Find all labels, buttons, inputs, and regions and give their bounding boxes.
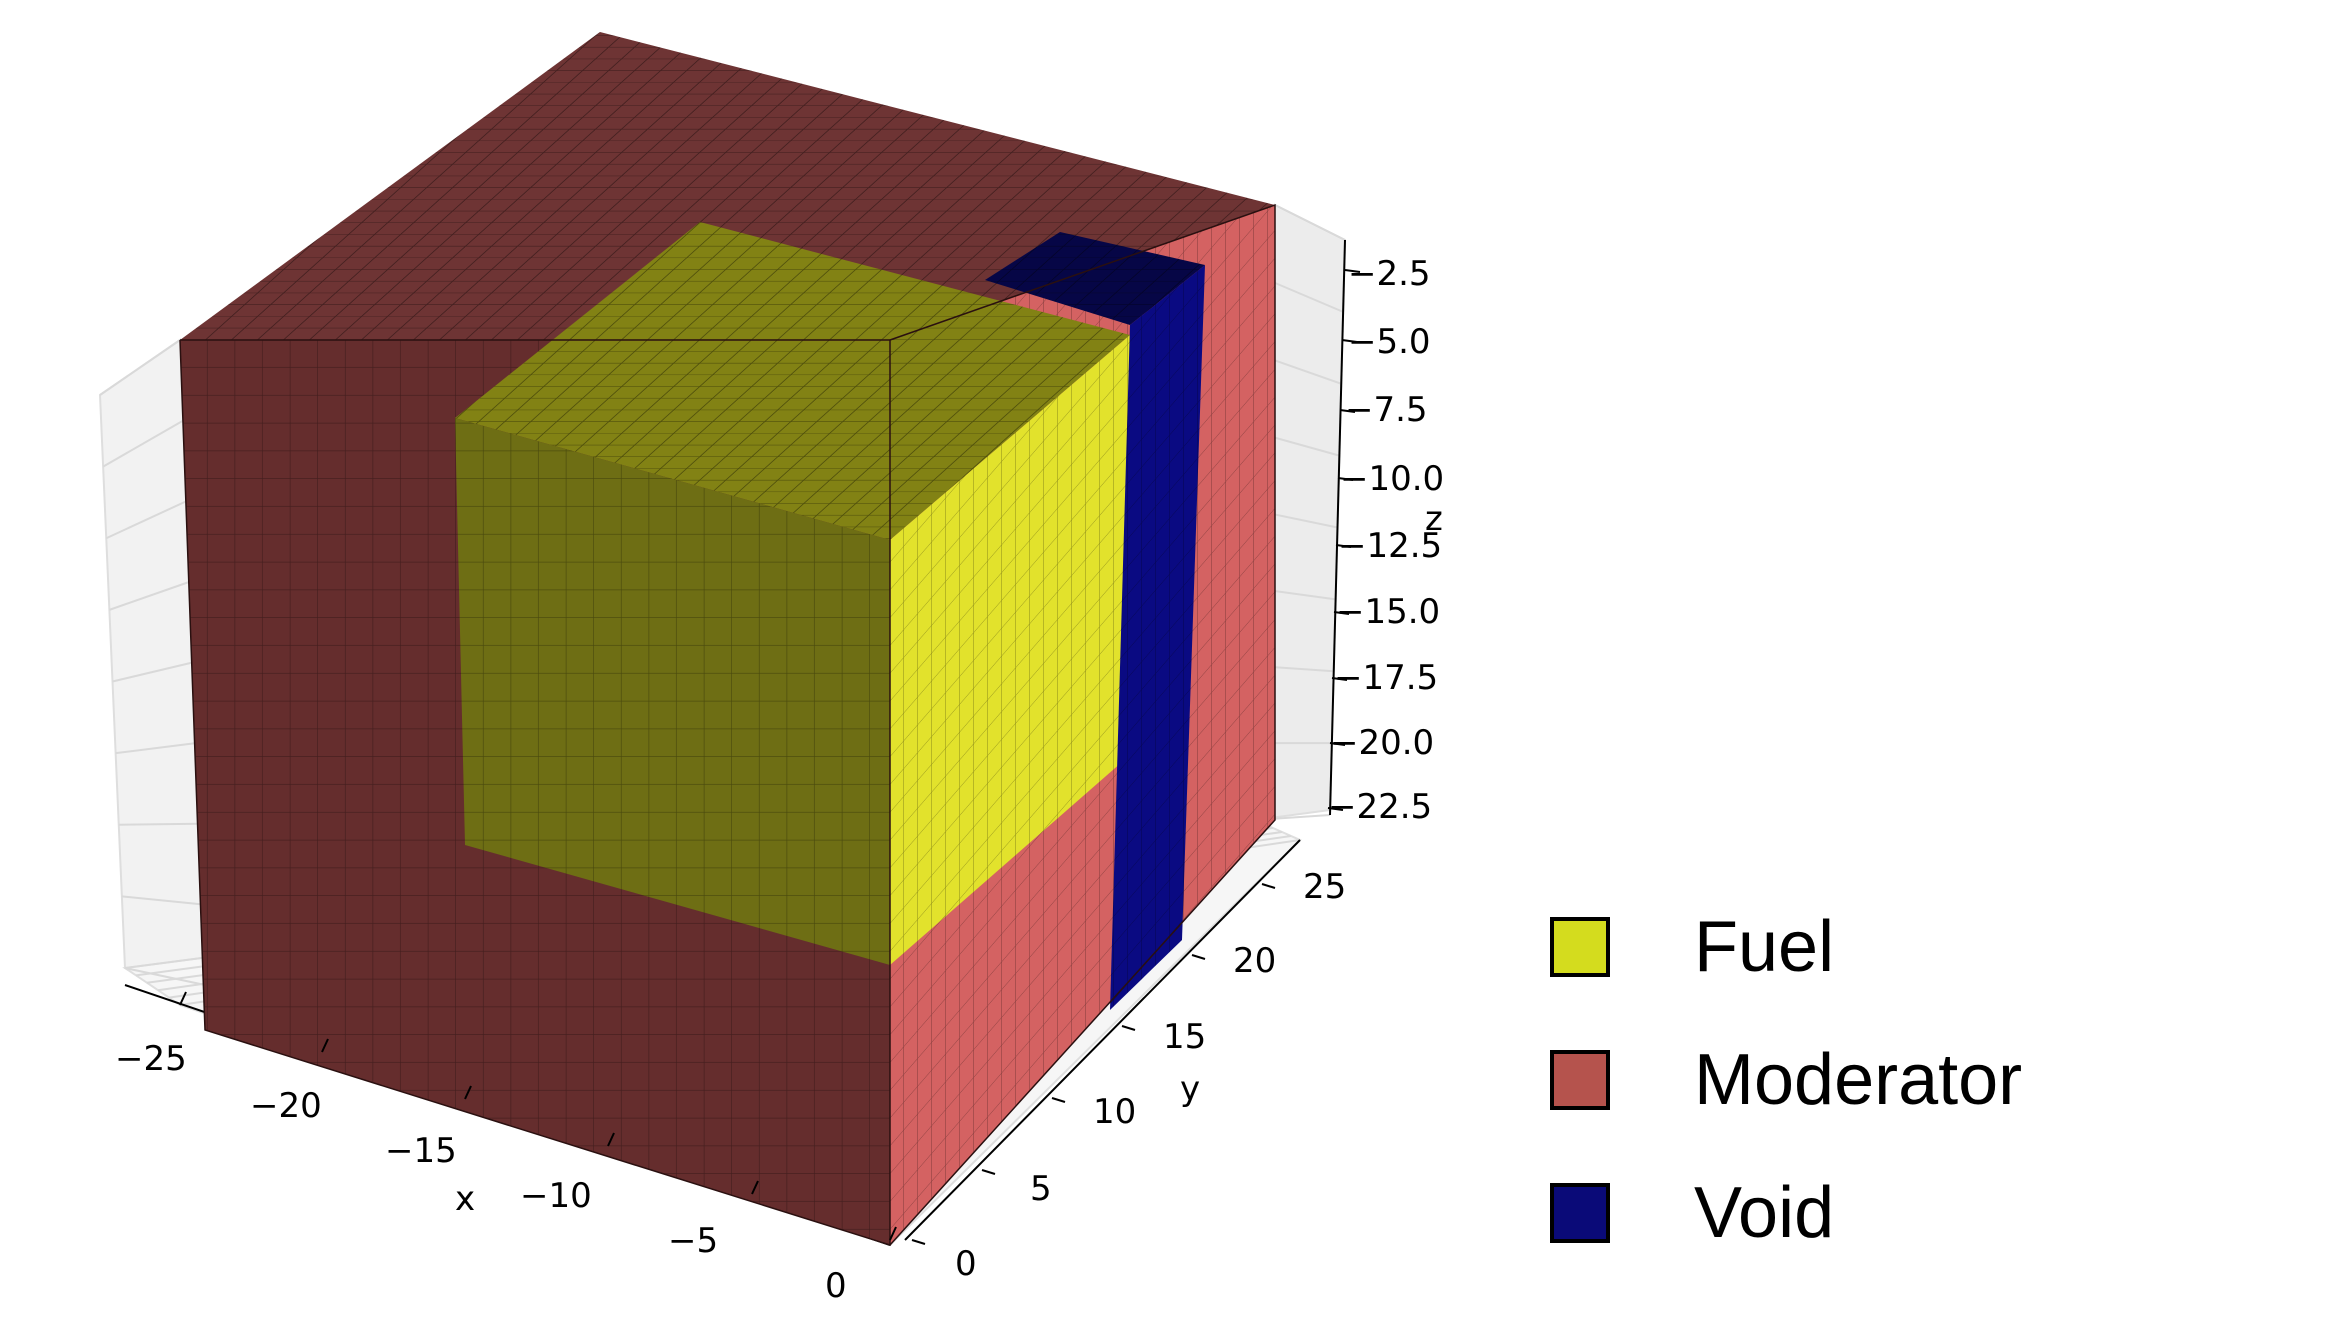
legend-item-fuel: Fuel bbox=[1550, 880, 2022, 1013]
grid-line bbox=[1272, 280, 1344, 313]
moderator-top-grid bbox=[180, 32, 1275, 340]
x-tick-label: −15 bbox=[385, 1131, 457, 1171]
legend: Fuel Moderator Void bbox=[1550, 880, 2022, 1279]
tick-marks bbox=[179, 269, 1361, 1245]
legend-label: Fuel bbox=[1694, 906, 1835, 987]
x-tick-label: 0 bbox=[825, 1266, 847, 1306]
legend-swatch-fuel bbox=[1550, 916, 1610, 977]
y-axis-label: y bbox=[1180, 1069, 1200, 1109]
grid-line bbox=[121, 895, 202, 906]
z-tick-labels: −2.5 −5.0 −7.5 −10.0 −12.5 −15.0 −17.5 −… bbox=[1328, 254, 1444, 827]
x-tick-labels: −25 −20 −15 −10 −5 0 bbox=[115, 1039, 847, 1306]
x-tick-label: −20 bbox=[250, 1086, 322, 1126]
grid-line bbox=[115, 742, 196, 755]
fuel-front-grid bbox=[455, 418, 890, 965]
grid-line bbox=[105, 500, 187, 540]
grid-line bbox=[112, 661, 193, 683]
x-tick-label: −25 bbox=[115, 1039, 187, 1079]
x-tick-label: −5 bbox=[668, 1221, 718, 1261]
grid-line bbox=[1264, 511, 1338, 529]
fuel-block bbox=[455, 222, 1130, 965]
fuel-top-grid bbox=[455, 222, 1130, 540]
x-axis-label: x bbox=[455, 1179, 475, 1219]
legend-item-moderator: Moderator bbox=[1550, 1013, 2022, 1146]
fuel-side-grid bbox=[890, 335, 1130, 965]
x-tick-label: −10 bbox=[520, 1176, 592, 1216]
grid-line bbox=[109, 580, 190, 611]
y-tick-labels: 0 5 10 15 20 25 bbox=[955, 867, 1346, 1284]
z-tick-label: −7.5 bbox=[1345, 390, 1428, 430]
grid-line bbox=[118, 822, 199, 826]
z-tick-label: −12.5 bbox=[1338, 526, 1442, 566]
y-tick-label: 15 bbox=[1163, 1017, 1206, 1057]
grid-line bbox=[1267, 434, 1340, 457]
grid-line bbox=[99, 339, 181, 396]
y-tick-label: 0 bbox=[955, 1244, 977, 1284]
y-axis-line bbox=[904, 839, 1301, 1241]
legend-swatch-void bbox=[1550, 1182, 1610, 1243]
z-tick-label: −15.0 bbox=[1336, 592, 1440, 632]
grid-line bbox=[1274, 204, 1346, 241]
z-axis-label: z bbox=[1425, 499, 1443, 539]
legend-label: Moderator bbox=[1694, 1039, 2023, 1120]
grid-line bbox=[124, 967, 206, 986]
void-channel bbox=[985, 232, 1205, 1010]
void-side-grid bbox=[1110, 265, 1205, 1010]
y-tick-label: 25 bbox=[1303, 867, 1346, 907]
grid-line bbox=[102, 419, 184, 468]
z-tick-label: −20.0 bbox=[1330, 723, 1434, 763]
grid-line bbox=[1269, 357, 1342, 385]
z-tick-label: −17.5 bbox=[1334, 658, 1438, 698]
z-tick-label: −2.5 bbox=[1348, 254, 1431, 294]
y-tick-label: 5 bbox=[1030, 1169, 1052, 1209]
void-top-grid bbox=[985, 232, 1205, 325]
y-tick-label: 10 bbox=[1093, 1092, 1136, 1132]
z-tick-label: −5.0 bbox=[1348, 322, 1431, 362]
legend-item-void: Void bbox=[1550, 1146, 2022, 1279]
y-tick-label: 20 bbox=[1233, 941, 1276, 981]
z-tick-label: −10.0 bbox=[1340, 459, 1444, 499]
legend-label: Void bbox=[1694, 1172, 1835, 1253]
z-tick-label: −22.5 bbox=[1328, 787, 1432, 827]
z-axis-line bbox=[1329, 239, 1346, 816]
legend-swatch-moderator bbox=[1550, 1049, 1610, 1110]
